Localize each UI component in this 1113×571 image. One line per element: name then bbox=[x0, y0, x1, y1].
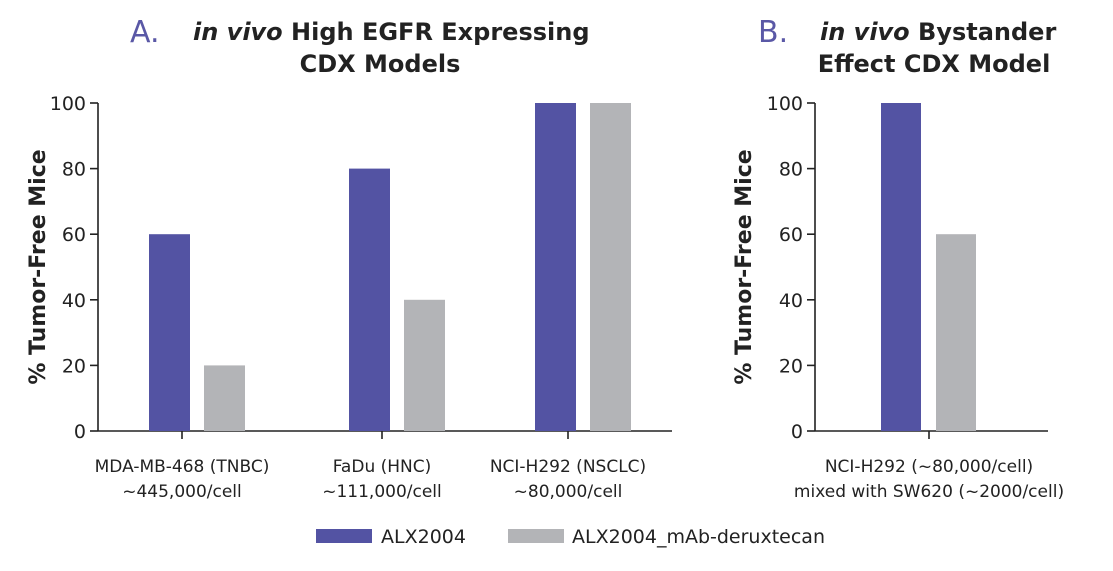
legend-label: ALX2004_mAb-deruxtecan bbox=[572, 526, 825, 548]
chart-title-italic: in vivo bbox=[193, 18, 283, 46]
x-tick-label: ~111,000/cell bbox=[322, 482, 442, 502]
chart-panel-a: A. in vivo High EGFR Expressing CDX Models… bbox=[26, 15, 672, 502]
y-tick-label: 80 bbox=[779, 159, 803, 181]
legend: ALX2004 ALX2004_mAb-deruxtecan bbox=[316, 526, 825, 548]
y-tick-label: 60 bbox=[62, 224, 86, 246]
legend-label: ALX2004 bbox=[381, 526, 466, 548]
y-tick-label: 80 bbox=[62, 159, 86, 181]
panel-letter: B. bbox=[758, 15, 788, 50]
bar-alx2004-mab-deruxtecan bbox=[404, 299, 445, 431]
chart-panel-b: B. in vivo Bystander Effect CDX Model 0 20 40… bbox=[732, 15, 1064, 502]
chart-title-line2: Effect CDX Model bbox=[818, 50, 1051, 78]
y-tick-label: 60 bbox=[779, 224, 803, 246]
y-tick-label: 100 bbox=[767, 93, 803, 115]
y-tick-label: 0 bbox=[74, 421, 86, 443]
y-tick-label: 40 bbox=[779, 290, 803, 312]
bar-alx2004 bbox=[535, 103, 576, 431]
panel-letter: A. bbox=[130, 15, 160, 50]
y-tick-label: 20 bbox=[779, 355, 803, 377]
bar-alx2004 bbox=[881, 103, 921, 431]
x-tick-label: FaDu (HNC) bbox=[333, 457, 432, 477]
bar-alx2004-mab-deruxtecan bbox=[204, 365, 245, 431]
legend-swatch bbox=[508, 529, 564, 543]
legend-swatch bbox=[316, 529, 372, 543]
bar-alx2004-mab-deruxtecan bbox=[936, 234, 976, 431]
x-tick-label: NCI-H292 (NSCLC) bbox=[490, 457, 646, 477]
y-tick-label: 40 bbox=[62, 290, 86, 312]
x-tick-label: mixed with SW620 (~2000/cell) bbox=[794, 482, 1064, 502]
bar-alx2004 bbox=[349, 168, 390, 431]
x-tick-label: ~445,000/cell bbox=[122, 482, 242, 502]
x-tick-label: NCI-H292 (~80,000/cell) bbox=[825, 457, 1033, 477]
y-tick-label: 20 bbox=[62, 355, 86, 377]
bar-alx2004 bbox=[149, 234, 190, 431]
y-tick-label: 0 bbox=[791, 421, 803, 443]
chart-title-line1: in vivo Bystander bbox=[820, 18, 1056, 46]
chart-title-rest: High EGFR Expressing bbox=[283, 18, 590, 46]
chart-title-line1: in vivo High EGFR Expressing bbox=[193, 18, 590, 46]
bar-alx2004-mab-deruxtecan bbox=[590, 103, 631, 431]
chart-title-line2: CDX Models bbox=[300, 50, 461, 78]
x-tick-label: ~80,000/cell bbox=[514, 482, 623, 502]
y-tick-label: 100 bbox=[50, 93, 86, 115]
chart-title-italic: in vivo bbox=[820, 18, 910, 46]
x-tick-label: MDA-MB-468 (TNBC) bbox=[95, 457, 270, 477]
chart-title-rest: Bystander bbox=[910, 18, 1057, 46]
y-axis-title: % Tumor-Free Mice bbox=[26, 149, 51, 384]
y-axis-title: % Tumor-Free Mice bbox=[732, 149, 757, 384]
